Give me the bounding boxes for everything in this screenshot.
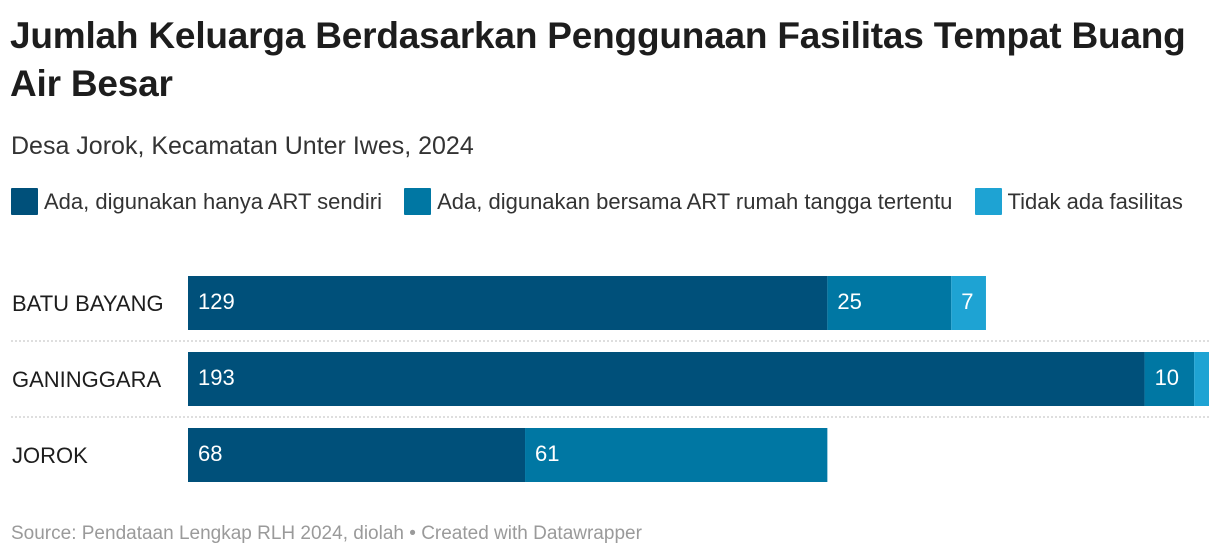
chart-subtitle: Desa Jorok, Kecamatan Unter Iwes, 2024 (11, 132, 474, 160)
value-label: 10 (1155, 365, 1179, 390)
bar-segment (188, 276, 828, 330)
legend: Ada, digunakan hanya ART sendiri Ada, di… (11, 184, 1211, 219)
value-label: 193 (198, 365, 235, 390)
legend-swatch-series-1 (11, 188, 38, 215)
value-label: 129 (198, 289, 235, 314)
bar-segment (1144, 352, 1195, 406)
category-label: BATU BAYANG (12, 291, 164, 316)
bar-segment (188, 428, 526, 482)
chart-footer: Source: Pendataan Lengkap RLH 2024, diol… (11, 522, 642, 546)
footer-separator: • (409, 523, 416, 544)
source-note: Source: Pendataan Lengkap RLH 2024, diol… (11, 523, 404, 544)
bar-segment (525, 428, 828, 482)
legend-item-series-3: Tidak ada fasilitas (974, 188, 1183, 215)
bar-segment (188, 352, 1145, 406)
legend-label-series-1: Ada, digunakan hanya ART sendiri (44, 189, 382, 214)
bar-segment (951, 276, 986, 330)
value-label: 7 (961, 289, 973, 314)
chart-title: Jumlah Keluarga Berdasarkan Penggunaan F… (10, 15, 1186, 104)
legend-swatch-series-3 (974, 188, 1002, 215)
legend-item-series-1: Ada, digunakan hanya ART sendiri (11, 188, 382, 215)
bar-segment (827, 276, 952, 330)
legend-label-series-3: Tidak ada fasilitas (1007, 189, 1183, 214)
legend-item-series-2: Ada, digunakan bersama ART rumah tangga … (404, 188, 953, 215)
legend-label-series-2: Ada, digunakan bersama ART rumah tangga … (437, 189, 953, 214)
credit-note: Created with Datawrapper (421, 523, 642, 544)
value-label: 25 (837, 289, 861, 314)
value-label: 68 (198, 441, 222, 466)
legend-swatch-series-2 (404, 188, 432, 215)
bar-segment (1194, 352, 1209, 406)
category-label: GANINGGARA (12, 367, 161, 392)
value-label: 61 (535, 441, 559, 466)
category-label: JOROK (12, 443, 88, 468)
stacked-bar-chart: BATU BAYANG 129 25 7 GANINGGARA 193 10 JOROK 68 6… (11, 276, 1209, 482)
